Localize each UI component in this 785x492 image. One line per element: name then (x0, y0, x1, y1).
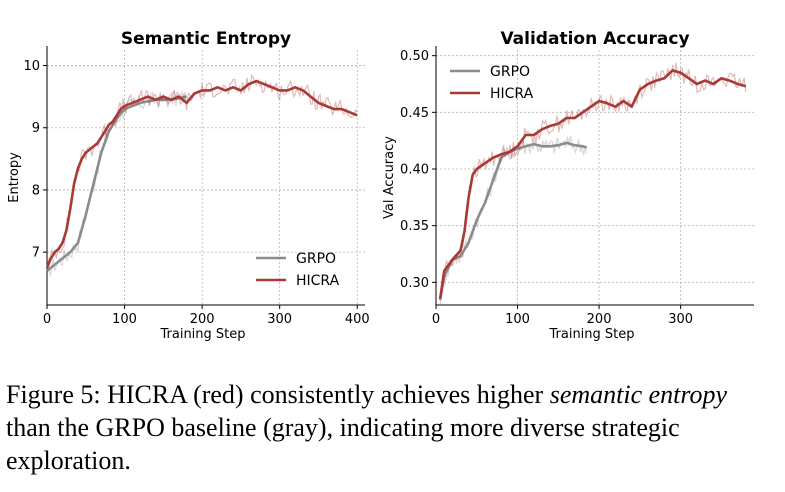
y-axis-label: Val Accuracy (382, 136, 397, 219)
y-tick-label: 10 (23, 59, 40, 74)
x-tick-label: 100 (505, 312, 530, 327)
y-axis-label: Entropy (7, 152, 22, 203)
series-raw-grpo (439, 135, 588, 307)
series-raw-hicra (46, 73, 358, 274)
legend-label-grpo: GRPO (296, 251, 336, 267)
x-tick-label: 0 (43, 312, 51, 327)
y-tick-label: 0.50 (400, 49, 429, 64)
semantic-entropy-chart: 0 100 200 300 400 7 8 9 10 Semantic Entropy Traini… (7, 29, 370, 342)
x-axis-label: Training Step (159, 327, 245, 342)
caption-rest: than the GRPO baseline (gray), indicatin… (6, 413, 680, 475)
figure-caption: Figure 5: HICRA (red) consistently achie… (6, 378, 776, 477)
figure-panels: 0 100 200 300 400 7 8 9 10 Semantic Entropy Traini… (7, 29, 754, 342)
y-tick-label: 0.35 (400, 219, 429, 234)
x-tick-label: 200 (190, 312, 215, 327)
series-raw-hicra (439, 62, 747, 302)
x-tick-label: 300 (267, 312, 292, 327)
y-tick-label: 0.30 (400, 276, 429, 291)
y-tick-label: 0.40 (400, 163, 429, 178)
series-line-grpo (438, 141, 588, 300)
caption-prefix: Figure 5: HICRA (red) consistently achie… (6, 380, 550, 409)
y-tick-label: 0.45 (400, 106, 429, 121)
legend-label-hicra: HICRA (490, 86, 534, 102)
validation-accuracy-chart: 0 100 200 300 0.30 0.35 0.40 0.45 0.50 Validation… (382, 29, 754, 342)
x-axis-label: Training Step (548, 327, 634, 342)
legend-label-grpo: GRPO (490, 64, 530, 80)
chart-title: Validation Accuracy (500, 29, 689, 49)
y-tick-label: 9 (32, 121, 40, 136)
y-tick-label: 7 (32, 246, 40, 261)
caption-italic-term: semantic entropy (549, 380, 728, 409)
legend-label-hicra: HICRA (296, 273, 340, 289)
series-line-hicra (45, 79, 358, 269)
y-tick-label: 8 (32, 183, 40, 198)
series-line-grpo (46, 95, 187, 272)
series-line-hicra (438, 69, 747, 300)
x-tick-label: 400 (345, 312, 370, 327)
x-tick-label: 200 (587, 312, 612, 327)
x-tick-label: 0 (432, 312, 440, 327)
x-tick-label: 100 (112, 312, 137, 327)
x-tick-label: 300 (668, 312, 693, 327)
chart-title: Semantic Entropy (121, 29, 291, 49)
